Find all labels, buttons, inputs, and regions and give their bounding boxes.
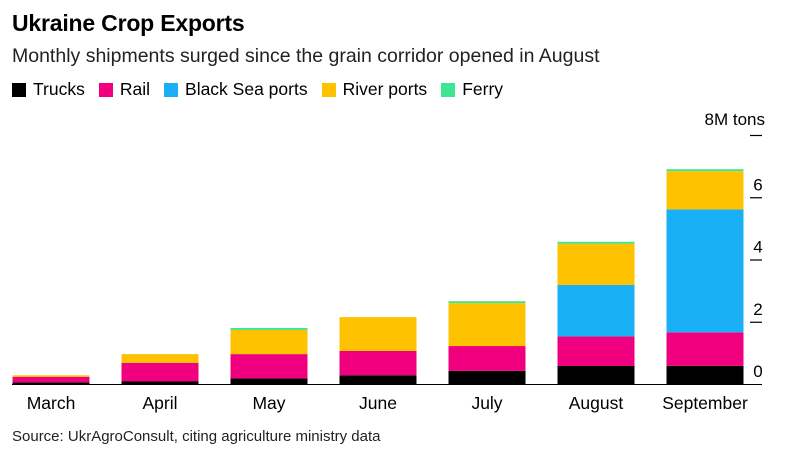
legend-swatch-trucks	[12, 82, 26, 97]
chart-subtitle: Monthly shipments surged since the grain…	[12, 45, 600, 67]
bar-august-black-sea-ports	[557, 285, 635, 337]
y-tick-label-0: 0	[753, 362, 762, 381]
legend-label-river-ports: River ports	[342, 79, 428, 99]
bar-june-trucks	[339, 375, 417, 384]
y-tick-label-4: 4	[753, 238, 762, 257]
x-tick-label-june: June	[359, 393, 397, 413]
bar-july-trucks	[448, 370, 526, 384]
bar-april-trucks	[121, 381, 199, 384]
bar-september-trucks	[666, 365, 744, 384]
legend-swatch-rail	[98, 82, 113, 97]
bar-july-ferry	[448, 301, 526, 304]
bar-may-trucks	[230, 378, 308, 384]
bar-may-rail	[230, 354, 308, 379]
legend-swatch-river-ports	[321, 82, 336, 97]
y-axis: 0 2 4 6 8M tons	[705, 110, 765, 381]
bar-may-river-ports	[230, 329, 308, 355]
bar-may-ferry	[230, 328, 308, 330]
chart-legend: Trucks Rail Black Sea ports River ports …	[12, 79, 517, 100]
bars-layer	[12, 169, 762, 385]
legend-item-ferry: Ferry	[441, 79, 503, 100]
bar-march-rail	[12, 376, 90, 383]
legend-label-black-sea-ports: Black Sea ports	[185, 79, 308, 99]
legend-label-trucks: Trucks	[33, 79, 85, 99]
legend-swatch-black-sea-ports	[164, 82, 179, 97]
bar-august-ferry	[557, 241, 635, 244]
legend-item-trucks: Trucks	[12, 79, 85, 100]
x-tick-label-september: September	[662, 393, 748, 413]
chart-title: Ukraine Crop Exports	[12, 10, 245, 36]
bar-august-rail	[557, 336, 635, 366]
legend-item-rail: Rail	[98, 79, 151, 100]
bar-april-river-ports	[121, 354, 199, 363]
legend-label-rail: Rail	[119, 79, 151, 99]
bar-september-ferry	[666, 169, 744, 172]
x-axis: March April May June July August September	[27, 393, 748, 413]
bar-september-black-sea-ports	[666, 209, 744, 333]
bar-april-rail	[121, 362, 199, 382]
x-tick-label-august: August	[569, 393, 624, 413]
legend-item-black-sea-ports: Black Sea ports	[164, 79, 308, 100]
y-axis-unit-label: 8M tons	[705, 110, 765, 129]
x-tick-label-april: April	[142, 393, 177, 413]
bar-august-trucks	[557, 365, 635, 384]
bar-september-rail	[666, 332, 744, 366]
y-tick-label-2: 2	[753, 300, 762, 319]
bar-march-trucks	[12, 382, 90, 384]
chart-source: Source: UkrAgroConsult, citing agricultu…	[12, 428, 381, 445]
bar-july-rail	[448, 346, 526, 371]
bar-july-river-ports	[448, 303, 526, 347]
x-tick-label-march: March	[27, 393, 76, 413]
x-tick-label-may: May	[252, 393, 285, 413]
bar-august-river-ports	[557, 243, 635, 285]
legend-item-river-ports: River ports	[321, 79, 428, 100]
legend-label-ferry: Ferry	[462, 79, 504, 99]
bar-june-rail	[339, 351, 417, 376]
bar-september-river-ports	[666, 171, 744, 210]
x-tick-label-july: July	[471, 393, 502, 413]
legend-swatch-ferry	[441, 82, 456, 97]
y-tick-label-6: 6	[753, 175, 762, 194]
bar-march-river-ports	[12, 375, 90, 377]
bar-june-river-ports	[339, 317, 417, 351]
